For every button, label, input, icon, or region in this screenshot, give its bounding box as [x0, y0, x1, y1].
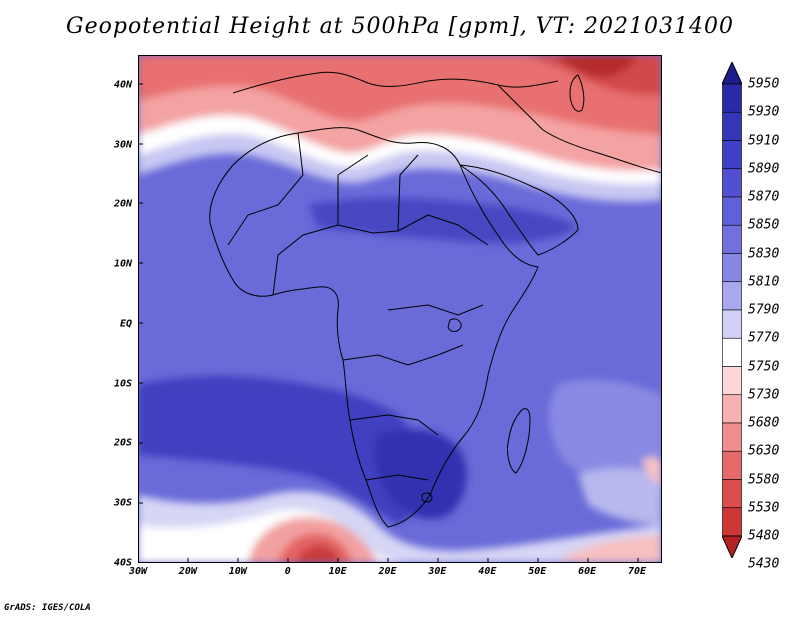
colorbar-top-arrow — [722, 62, 742, 85]
lat-tick-label: 20S — [113, 437, 132, 449]
colorbar-swatch — [722, 140, 742, 170]
colorbar-bottom-arrow — [722, 535, 742, 558]
colorbar-label: 5680 — [748, 415, 780, 431]
map-panel — [138, 55, 662, 563]
colorbar-label: 5580 — [748, 472, 780, 487]
colorbar-swatch — [722, 507, 742, 537]
lon-tick-label: 10W — [228, 566, 247, 577]
colorbar-label: 5530 — [748, 500, 780, 516]
colorbar — [722, 62, 742, 558]
colorbar-label: 5850 — [748, 217, 780, 233]
colorbar-swatch — [722, 337, 742, 367]
lon-tick-label: 20E — [378, 566, 397, 577]
lon-tick-label: 0 — [284, 566, 291, 577]
colorbar-label: 5890 — [748, 161, 780, 177]
colorbar-swatch — [722, 450, 742, 480]
colorbar-swatch — [722, 111, 742, 141]
colorbar-label: 5770 — [748, 330, 780, 346]
lat-tick-label: 10N — [113, 258, 132, 270]
colorbar-swatch — [722, 224, 742, 254]
colorbar-label: 5790 — [748, 302, 780, 318]
colorbar-swatch — [722, 479, 742, 509]
colorbar-label: 5810 — [748, 274, 780, 290]
colorbar-label: 5950 — [748, 76, 780, 92]
colorbar-label: 5830 — [748, 246, 780, 261]
colorbar-swatch — [722, 168, 742, 198]
lat-tick-label: 30N — [113, 139, 132, 151]
height-field-map — [138, 55, 662, 563]
colorbar-label: 5630 — [748, 443, 780, 459]
colorbar-swatch — [722, 366, 742, 396]
colorbar-swatch — [722, 196, 742, 226]
colorbar-label: 5430 — [748, 556, 780, 572]
credit-text: GrADS: IGES/COLA — [4, 603, 91, 613]
lat-tick-label: 40N — [113, 79, 132, 91]
field-bands — [138, 55, 662, 563]
coastlines — [209, 71, 662, 528]
map-frame — [138, 55, 662, 563]
lat-tick-label: 30S — [113, 497, 132, 509]
colorbar-label: 5730 — [748, 387, 780, 403]
lon-tick-label: 60E — [578, 566, 597, 577]
map-title: Geopotential Height at 500hPa [gpm], VT:… — [66, 14, 734, 39]
colorbar-label: 5930 — [748, 104, 780, 120]
colorbar-label: 5870 — [748, 189, 780, 205]
colorbar-swatch — [722, 394, 742, 424]
colorbar-swatch — [722, 309, 742, 339]
colorbar-swatch — [722, 281, 742, 311]
colorbar-swatch — [722, 83, 742, 113]
colorbar-label: 5750 — [748, 359, 780, 374]
colorbar-label: 5480 — [748, 528, 780, 544]
colorbar-swatch — [722, 253, 742, 283]
lon-tick-label: 10E — [328, 566, 347, 577]
lon-tick-label: 70E — [628, 566, 647, 577]
lat-tick-label: 40S — [113, 557, 132, 569]
lon-tick-label: 40E — [478, 566, 497, 577]
lon-tick-label: 50E — [528, 566, 547, 577]
lat-tick-label: EQ — [119, 318, 132, 330]
lat-tick-label: 10S — [113, 378, 132, 390]
lon-tick-label: 20W — [178, 566, 197, 577]
colorbar-label: 5910 — [748, 133, 780, 148]
colorbar-swatch — [722, 422, 742, 452]
lat-tick-label: 20N — [113, 198, 132, 210]
lon-tick-label: 30E — [428, 566, 447, 577]
lon-tick-label: 30W — [128, 566, 148, 577]
